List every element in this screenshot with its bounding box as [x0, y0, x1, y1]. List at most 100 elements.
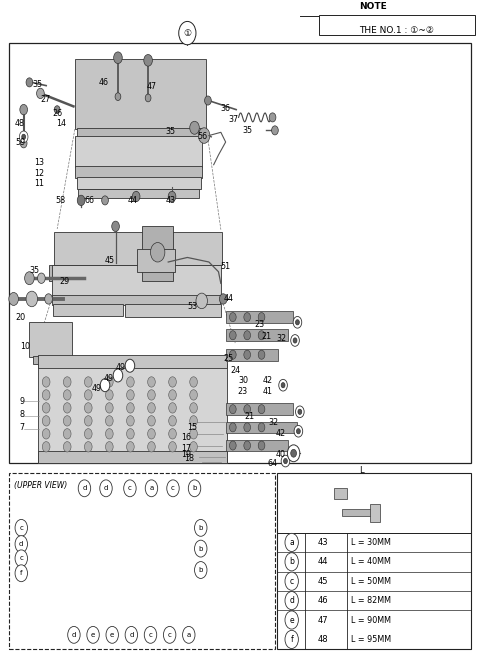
- Circle shape: [168, 377, 176, 387]
- Circle shape: [244, 312, 251, 322]
- Circle shape: [298, 409, 302, 415]
- Circle shape: [63, 377, 71, 387]
- FancyBboxPatch shape: [54, 231, 222, 265]
- Circle shape: [168, 403, 176, 413]
- Text: d: d: [72, 632, 76, 638]
- Circle shape: [45, 294, 52, 304]
- Text: 36: 36: [221, 103, 231, 113]
- Circle shape: [115, 93, 121, 100]
- Circle shape: [149, 533, 158, 546]
- Circle shape: [244, 405, 251, 414]
- Text: 44: 44: [128, 196, 138, 205]
- Circle shape: [92, 552, 101, 565]
- Text: L = 90MM: L = 90MM: [350, 616, 391, 624]
- Text: b: b: [199, 546, 203, 552]
- Circle shape: [190, 416, 197, 426]
- Circle shape: [296, 406, 304, 418]
- FancyBboxPatch shape: [137, 249, 175, 272]
- Text: 49: 49: [116, 363, 126, 372]
- Circle shape: [285, 572, 299, 590]
- Circle shape: [127, 416, 134, 426]
- Text: 59: 59: [15, 138, 25, 147]
- Circle shape: [84, 441, 92, 452]
- Text: THE NO.1 : ①~②: THE NO.1 : ①~②: [359, 26, 434, 35]
- Circle shape: [72, 552, 82, 565]
- Text: b: b: [289, 557, 294, 567]
- Text: 15: 15: [187, 423, 197, 432]
- Circle shape: [190, 441, 197, 452]
- FancyBboxPatch shape: [52, 265, 221, 296]
- Circle shape: [63, 390, 71, 400]
- Circle shape: [125, 359, 135, 372]
- Text: 21: 21: [262, 332, 272, 341]
- Circle shape: [194, 540, 207, 557]
- Text: 32: 32: [276, 334, 287, 343]
- Circle shape: [148, 441, 156, 452]
- Circle shape: [54, 105, 60, 113]
- Text: 44: 44: [223, 295, 233, 303]
- Circle shape: [130, 571, 140, 584]
- Text: L = 50MM: L = 50MM: [350, 576, 391, 586]
- FancyBboxPatch shape: [125, 304, 221, 317]
- FancyBboxPatch shape: [29, 322, 72, 358]
- Circle shape: [15, 519, 27, 536]
- Text: 44: 44: [318, 557, 328, 567]
- Text: L = 82MM: L = 82MM: [350, 596, 391, 605]
- Circle shape: [258, 423, 265, 432]
- Text: c: c: [19, 525, 23, 531]
- Text: 7: 7: [20, 423, 25, 432]
- Circle shape: [285, 533, 299, 552]
- Text: 11: 11: [34, 179, 44, 188]
- Circle shape: [15, 565, 27, 582]
- Circle shape: [102, 196, 108, 205]
- Circle shape: [163, 626, 176, 643]
- Text: 56: 56: [197, 132, 207, 141]
- Text: 51: 51: [221, 262, 231, 271]
- Text: 42: 42: [276, 429, 286, 438]
- Circle shape: [132, 191, 140, 202]
- Text: b: b: [192, 485, 197, 491]
- FancyBboxPatch shape: [334, 488, 348, 500]
- FancyBboxPatch shape: [75, 166, 202, 178]
- Circle shape: [149, 571, 158, 584]
- Circle shape: [9, 293, 18, 305]
- Circle shape: [112, 221, 120, 231]
- Circle shape: [72, 571, 82, 584]
- Text: 29: 29: [60, 277, 70, 286]
- Circle shape: [77, 195, 85, 206]
- Circle shape: [244, 423, 251, 432]
- Circle shape: [125, 626, 138, 643]
- Circle shape: [127, 390, 134, 400]
- Circle shape: [92, 533, 101, 546]
- Circle shape: [297, 428, 300, 434]
- Text: a: a: [289, 538, 294, 547]
- FancyBboxPatch shape: [29, 542, 54, 578]
- Text: 41: 41: [263, 386, 273, 396]
- Circle shape: [244, 331, 251, 340]
- Circle shape: [279, 379, 288, 391]
- Circle shape: [294, 425, 303, 437]
- Text: (UPPER VIEW): (UPPER VIEW): [14, 481, 67, 489]
- Circle shape: [106, 441, 113, 452]
- Circle shape: [106, 403, 113, 413]
- Circle shape: [15, 536, 27, 553]
- Text: 18: 18: [184, 454, 194, 463]
- Circle shape: [190, 121, 199, 134]
- Circle shape: [78, 480, 91, 496]
- Text: b: b: [199, 525, 203, 531]
- FancyBboxPatch shape: [78, 189, 199, 198]
- Circle shape: [127, 377, 134, 387]
- Text: 40: 40: [276, 450, 286, 459]
- Circle shape: [285, 591, 299, 610]
- Circle shape: [20, 139, 27, 148]
- Text: 35: 35: [33, 81, 43, 90]
- FancyBboxPatch shape: [52, 295, 220, 305]
- Circle shape: [84, 428, 92, 439]
- Circle shape: [219, 294, 227, 304]
- Circle shape: [168, 441, 176, 452]
- Circle shape: [100, 379, 110, 392]
- Circle shape: [198, 128, 210, 143]
- Text: 17: 17: [181, 443, 192, 453]
- FancyBboxPatch shape: [38, 451, 227, 463]
- Circle shape: [37, 273, 45, 284]
